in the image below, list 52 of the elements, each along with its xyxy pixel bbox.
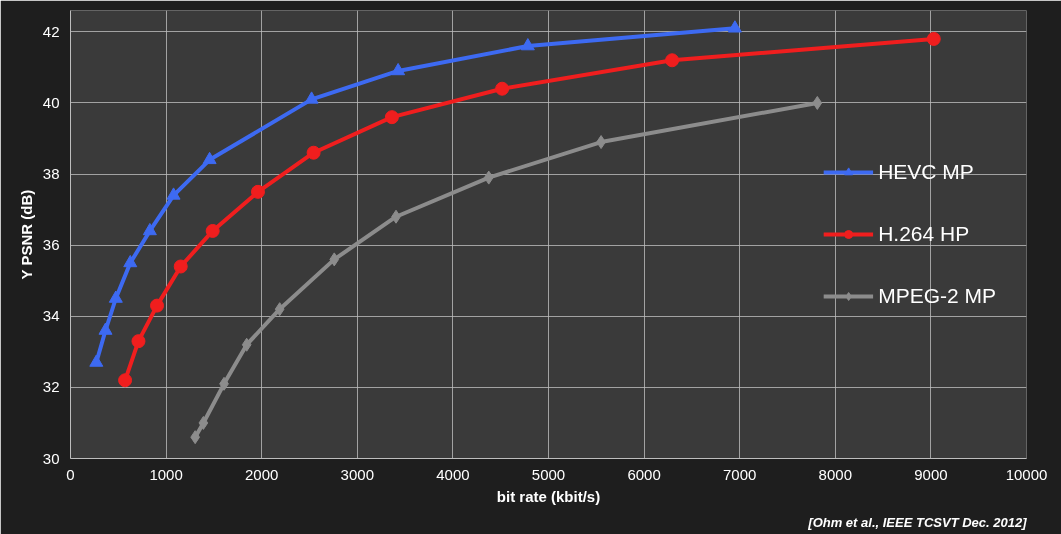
x-tick-label: 1000: [149, 465, 183, 483]
y-tick-label: 30: [42, 449, 60, 467]
x-tick-label: 10000: [1005, 465, 1048, 483]
point: [391, 62, 406, 76]
x-tick-label: 4000: [436, 465, 470, 483]
x-tick-label: 9000: [914, 465, 948, 483]
point: [131, 334, 146, 349]
text: [Ohm et al., IEEE TCSVT Dec. 2012]: [807, 514, 1028, 530]
point: [173, 259, 188, 274]
x-tick-label: 8000: [818, 465, 852, 483]
x-axis-title: bit rate (kbit/s): [496, 487, 601, 505]
point: [118, 373, 133, 388]
point: [520, 38, 535, 51]
point: [483, 170, 494, 185]
point: [202, 151, 217, 165]
point: [166, 187, 181, 200]
legend-label: MPEG-2 MP: [878, 284, 996, 308]
point: [198, 415, 209, 430]
point: [250, 184, 265, 199]
point: [926, 31, 941, 46]
x-tick-label: 6000: [627, 465, 661, 483]
point: [98, 322, 113, 335]
point: [727, 20, 742, 33]
point: [89, 354, 104, 367]
point: [665, 53, 680, 68]
y-tick-label: 42: [42, 22, 60, 40]
x-tick-label: 2000: [245, 465, 279, 483]
point: [274, 302, 285, 317]
y-tick-label: 40: [42, 93, 60, 111]
x-tick-label: 0: [66, 465, 75, 483]
y-axis-title: Y PSNR (dB): [17, 189, 35, 280]
legend-label: HEVC MP: [878, 160, 974, 184]
point: [108, 290, 123, 303]
x-tick-label: 7000: [723, 465, 757, 483]
point: [384, 110, 399, 125]
y-tick-label: 38: [42, 165, 60, 183]
point: [123, 254, 138, 268]
point: [241, 337, 252, 352]
point: [495, 81, 510, 96]
point: [304, 91, 319, 104]
point: [306, 145, 321, 160]
point: [812, 95, 823, 110]
point: [329, 252, 340, 267]
y-tick-label: 36: [42, 236, 60, 254]
y-tick-label: 34: [42, 307, 60, 325]
x-tick-label: 5000: [531, 465, 566, 483]
point: [205, 223, 220, 238]
y-tick-label: 32: [42, 378, 60, 396]
legend-label: H.264 HP: [878, 222, 970, 246]
point: [150, 298, 165, 313]
x-tick-label: 3000: [340, 465, 374, 483]
point: [142, 222, 157, 236]
